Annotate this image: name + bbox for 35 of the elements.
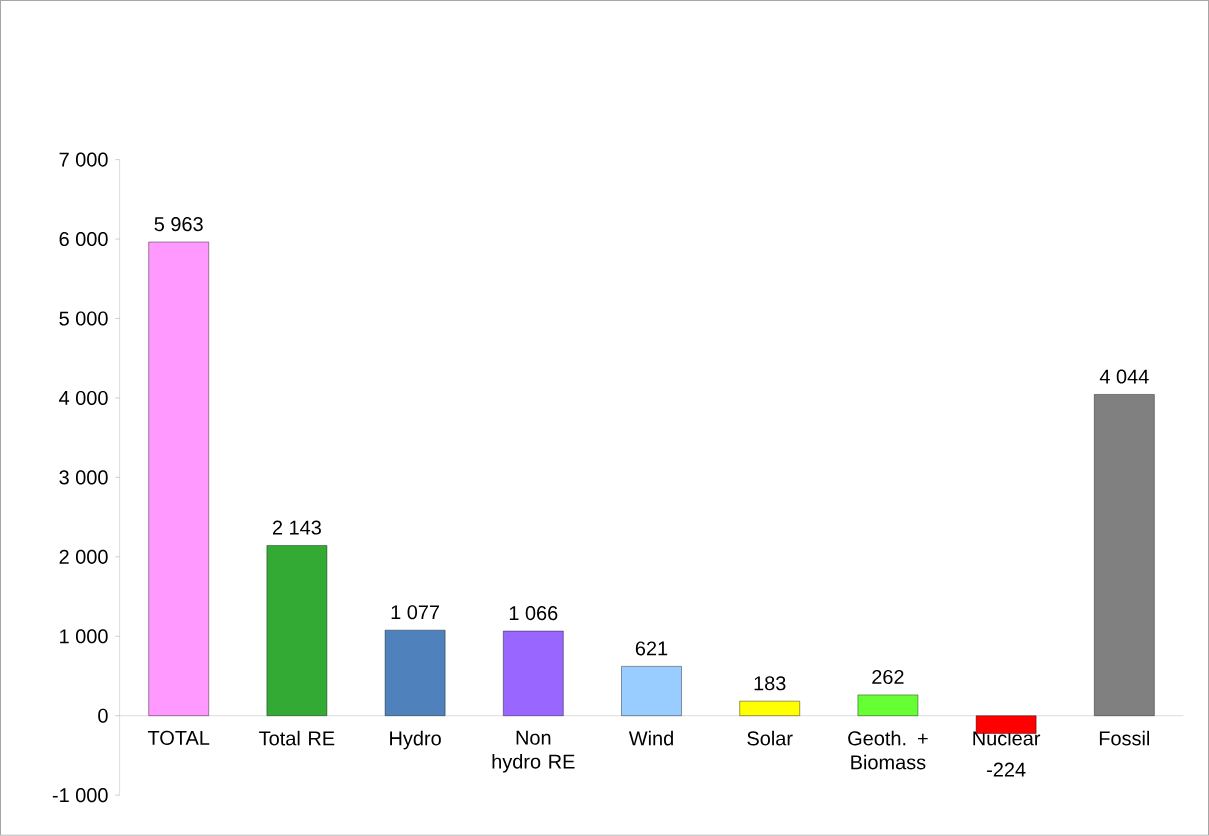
data-label: 262	[872, 670, 904, 685]
bar	[503, 630, 564, 717]
x-tick-label: Total RE	[259, 730, 335, 746]
x-tick-label: Solar	[747, 730, 793, 746]
x-tick-label: TOTAL	[147, 730, 210, 746]
data-label: 1 077	[391, 605, 440, 620]
y-tick-label: 2 000	[59, 549, 108, 565]
bar	[1094, 394, 1155, 717]
x-tick-label: Fossil	[1099, 730, 1150, 746]
data-label: 621	[635, 641, 668, 656]
bar	[266, 545, 328, 717]
bar	[384, 630, 446, 717]
data-label: 183	[754, 676, 786, 691]
x-tick-label: Nuclear	[973, 730, 1041, 746]
y-tick-label: 7 000	[59, 152, 108, 167]
y-tick-label: 6 000	[59, 232, 108, 247]
y-tick-label: -1 000	[52, 788, 108, 803]
y-tick-label: 4 000	[59, 391, 108, 406]
y-tick-label: 3 000	[59, 470, 108, 485]
data-label: -224	[987, 762, 1026, 777]
bar	[739, 701, 800, 717]
bar	[857, 694, 919, 717]
x-tick-label: Hydro	[390, 730, 441, 750]
data-label: 5 963	[154, 217, 203, 232]
y-tick-label: 1 000	[60, 629, 108, 644]
data-label: 4 044	[1099, 369, 1149, 384]
x-tick-label: Non hydro RE	[492, 730, 575, 773]
data-label: 1 066	[509, 606, 558, 621]
x-tick-label: Wind	[628, 730, 673, 746]
bar	[148, 241, 209, 717]
y-tick-label: 0	[98, 708, 108, 723]
x-tick-label: Geoth. + Biomass	[848, 730, 928, 770]
bar	[621, 666, 682, 717]
y-tick-label: 5 000	[59, 311, 108, 326]
data-label: 2 143	[272, 520, 321, 535]
